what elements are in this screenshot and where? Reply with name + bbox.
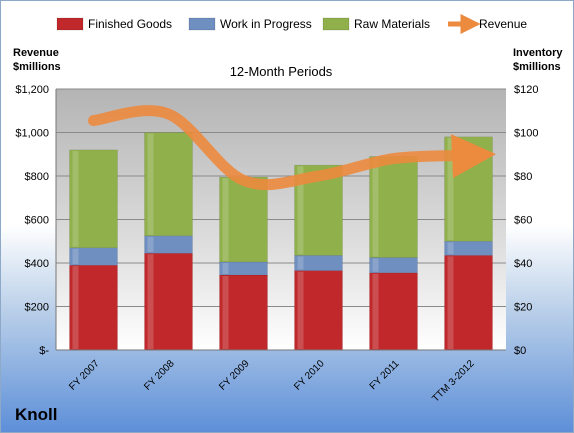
bar-highlight bbox=[222, 262, 229, 274]
legend-swatch bbox=[56, 17, 84, 31]
left-tick-label: $- bbox=[39, 345, 49, 357]
left-tick-label: $1,000 bbox=[15, 128, 49, 140]
bar-highlight bbox=[72, 248, 79, 265]
bar-segment bbox=[369, 156, 418, 258]
right-tick-label: $0 bbox=[514, 345, 526, 357]
bars bbox=[69, 132, 493, 351]
category-label: FY 2008 bbox=[142, 358, 177, 393]
category-label: FY 2010 bbox=[292, 358, 327, 393]
bar-segment bbox=[369, 272, 418, 351]
bar-highlight bbox=[447, 256, 454, 349]
chart-title: 12-Month Periods bbox=[230, 64, 333, 79]
right-tick-label: $100 bbox=[514, 128, 538, 140]
bar-segment bbox=[219, 261, 268, 276]
bar-segment bbox=[69, 264, 118, 351]
category-label: FY 2009 bbox=[217, 358, 252, 393]
left-tick-label: $200 bbox=[25, 302, 49, 314]
revenue-line-group bbox=[88, 105, 496, 191]
right-tick-label: $60 bbox=[514, 215, 532, 227]
legend-swatch bbox=[188, 17, 216, 31]
bar-highlight bbox=[147, 254, 154, 349]
bar-segment bbox=[219, 274, 268, 351]
right-tick-label: $40 bbox=[514, 258, 532, 270]
right-axis-title-line2: $millions bbox=[513, 61, 561, 73]
bar-highlight bbox=[147, 236, 154, 253]
bar-highlight bbox=[372, 258, 379, 272]
bar-highlight bbox=[147, 133, 154, 235]
bar-segment bbox=[69, 149, 118, 249]
left-tick-label: $800 bbox=[25, 171, 49, 183]
legend-label: Raw Materials bbox=[354, 17, 430, 31]
bar-highlight bbox=[297, 271, 304, 349]
chart: $- $0 $200 $20 $400 $40 $600 $60 $800 $80 $1,000 $1… bbox=[13, 14, 563, 401]
revenue-line bbox=[88, 105, 496, 191]
bar-highlight bbox=[222, 178, 229, 261]
legend: Finished Goods Work in Progress Raw Materi… bbox=[56, 14, 527, 34]
left-tick-label: $1,200 bbox=[15, 84, 49, 96]
bar-highlight bbox=[447, 137, 454, 241]
bar-highlight bbox=[297, 166, 304, 255]
category-label: FY 2011 bbox=[368, 358, 402, 392]
left-axis-title-line2: $millions bbox=[13, 61, 61, 73]
category-label: FY 2007 bbox=[67, 358, 102, 393]
legend-label: Work in Progress bbox=[220, 17, 312, 31]
bar-highlight bbox=[222, 275, 229, 349]
legend-label: Revenue bbox=[479, 17, 527, 31]
bar-highlight bbox=[372, 273, 379, 349]
bar-highlight bbox=[372, 157, 379, 257]
bar-segment bbox=[144, 132, 193, 237]
left-tick-label: $400 bbox=[25, 258, 49, 270]
gridlines bbox=[56, 88, 506, 307]
category-label: TTM 3-2012 bbox=[430, 358, 477, 401]
legend-label: Finished Goods bbox=[88, 17, 172, 31]
bar-highlight bbox=[447, 242, 454, 255]
bar-segment bbox=[444, 255, 493, 351]
left-tick-label: $600 bbox=[25, 215, 49, 227]
right-axis-title-line1: Inventory bbox=[513, 47, 563, 59]
right-tick-label: $20 bbox=[514, 302, 532, 314]
company-name: Knoll bbox=[15, 405, 58, 424]
bar-highlight bbox=[72, 266, 79, 349]
bar-segment bbox=[219, 176, 268, 263]
bar-segment bbox=[144, 252, 193, 351]
legend-swatch bbox=[322, 17, 350, 31]
right-tick-label: $120 bbox=[514, 84, 538, 96]
bar-highlight bbox=[297, 256, 304, 270]
bar-highlight bbox=[72, 150, 79, 247]
right-tick-label: $80 bbox=[514, 171, 532, 183]
bar-segment bbox=[294, 270, 343, 351]
left-axis-title-line1: Revenue bbox=[13, 47, 59, 59]
